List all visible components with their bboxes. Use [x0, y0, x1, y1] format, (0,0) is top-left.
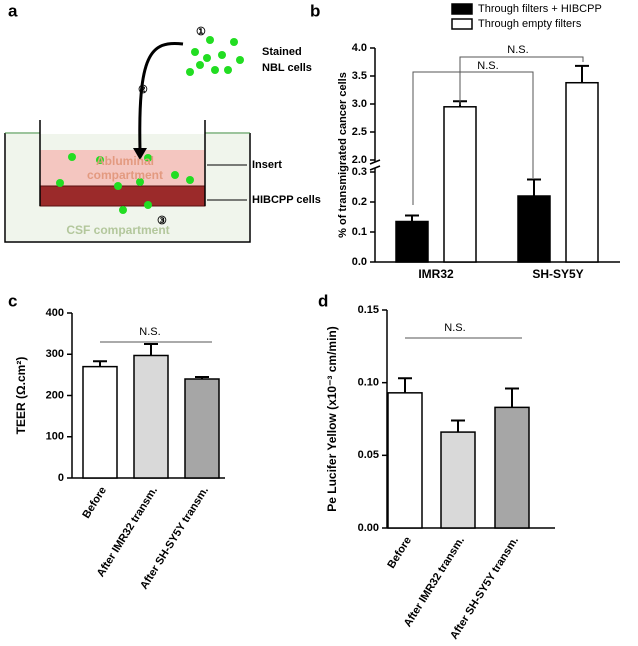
bar — [387, 392, 423, 529]
legend-swatch — [451, 18, 473, 30]
legend-label: Through empty filters — [478, 18, 582, 30]
x-tick-label: SH-SY5Y — [532, 267, 583, 281]
insert-wall — [39, 120, 206, 206]
compartment-label: Abluminal — [96, 154, 154, 168]
y-tick-label: 2.0 — [352, 154, 367, 166]
bar — [82, 365, 118, 479]
y-tick-label: 0.1 — [352, 226, 367, 238]
step: ① — [196, 26, 206, 38]
y-axis-label: % of transmigrated cancer cells — [337, 72, 349, 238]
y-tick-label: 2.5 — [352, 126, 367, 138]
compartment-label: compartment — [87, 168, 163, 182]
bar — [565, 81, 599, 263]
y-tick-label: 0.2 — [352, 196, 367, 208]
diagram: a ① ② ③ Stained NBL cells Abluminal comp… — [4, 1, 321, 243]
error-bar — [505, 387, 519, 408]
y-tick-label: 3.0 — [352, 98, 367, 110]
cells — [56, 36, 244, 214]
y-tick-label: 0 — [58, 472, 64, 484]
y-tick-label: 0.15 — [358, 304, 379, 316]
x-tick-label: After IMR32 transm. — [402, 535, 467, 629]
arrow — [138, 41, 184, 151]
annotation: N.S. — [444, 322, 465, 334]
y-tick-label: 400 — [46, 307, 64, 319]
x-tick-label: IMR32 — [418, 267, 454, 281]
error-bar — [527, 178, 541, 196]
axis-break — [369, 159, 381, 171]
step: ② — [138, 84, 148, 96]
y-tick-label: 4.0 — [352, 42, 367, 54]
abluminal-area — [40, 150, 205, 186]
annotation: N.S. — [139, 326, 160, 338]
legend-label: Through filters + HIBCPP — [478, 3, 602, 15]
y-axis-label: TEER (Ω.cm²) — [14, 357, 28, 435]
y-tick-label: 0.3 — [352, 166, 367, 178]
bar — [133, 354, 169, 479]
x-tick-label: Before — [80, 485, 109, 521]
y-tick-label: 0.00 — [358, 522, 379, 534]
bar — [443, 106, 477, 263]
error-bar — [451, 419, 465, 433]
panel-letter: c — [8, 291, 17, 310]
panel-letter: a — [8, 1, 18, 20]
panel-letter: d — [318, 291, 328, 310]
error-bar — [195, 375, 209, 379]
y-tick-label: 0.10 — [358, 377, 379, 389]
cell-layer — [39, 185, 206, 207]
y-tick-label: 0.05 — [358, 449, 379, 461]
error-bar — [405, 214, 419, 222]
annotation: N.S. — [477, 60, 498, 72]
step: ③ — [157, 215, 167, 227]
x-tick-label: Before — [385, 535, 414, 571]
legend-swatch — [451, 3, 473, 15]
cells-label: Stained — [262, 46, 302, 58]
bar — [440, 431, 476, 529]
arrowhead — [133, 148, 147, 160]
annotation: N.S. — [507, 44, 528, 56]
cells-label: NBL cells — [262, 62, 312, 74]
panel-letter: b — [310, 1, 320, 20]
insert-label: Insert — [252, 159, 282, 171]
error-bar — [575, 64, 589, 83]
y-tick-label: 3.5 — [352, 70, 367, 82]
layer-label: HIBCPP cells — [252, 194, 321, 206]
y-axis-label: Pe Lucifer Yellow (x10⁻³ cm/min) — [325, 326, 339, 512]
bracket — [412, 56, 584, 205]
y-tick-label: 100 — [46, 431, 64, 443]
error-bar — [398, 377, 412, 393]
y-tick-label: 300 — [46, 348, 64, 360]
beaker — [4, 133, 251, 243]
y-tick-label: 200 — [46, 389, 64, 401]
bar — [184, 378, 220, 479]
csf-label: CSF compartment — [66, 223, 169, 237]
bar — [395, 220, 429, 263]
bar — [517, 195, 551, 263]
bar — [494, 406, 530, 529]
y-tick-label: 0.0 — [352, 256, 367, 268]
error-bar — [93, 360, 107, 367]
error-bar — [144, 342, 158, 356]
